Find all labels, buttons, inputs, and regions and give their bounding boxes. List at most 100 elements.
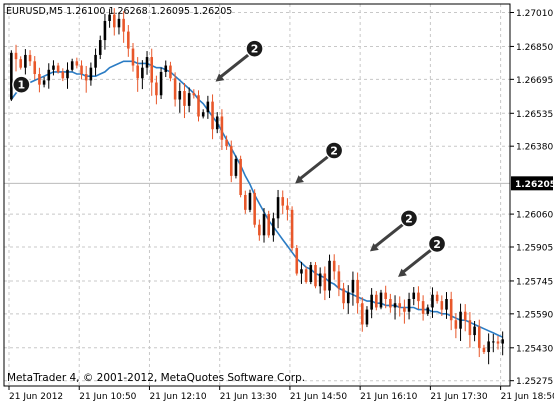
- candle: [103, 13, 107, 50]
- candle-body: [103, 20, 107, 41]
- candle-body: [389, 298, 392, 308]
- candle-body: [173, 78, 177, 100]
- candle: [66, 62, 69, 89]
- candle-body: [248, 192, 252, 210]
- candle-body: [449, 298, 453, 321]
- candle: [365, 306, 369, 328]
- annotation-arrow: [401, 248, 432, 275]
- candle: [197, 90, 200, 122]
- candle: [84, 65, 88, 93]
- y-tick-label: 1.26850: [516, 43, 553, 53]
- candle: [19, 56, 22, 70]
- candle: [187, 87, 191, 113]
- candle-body: [117, 18, 121, 28]
- copyright-text: MetaTrader 4, © 2001-2012, MetaQuotes So…: [7, 372, 305, 384]
- candle: [70, 58, 74, 72]
- candle: [206, 95, 210, 119]
- candle-body: [234, 158, 238, 176]
- candle: [477, 319, 481, 358]
- x-tick-label: 21 Jun 17:30: [430, 392, 487, 402]
- candle: [393, 295, 397, 320]
- current-price-badge: [511, 176, 553, 191]
- candle: [360, 297, 364, 332]
- candle-body: [426, 307, 430, 314]
- candle: [449, 291, 453, 331]
- candle-body: [211, 101, 214, 130]
- candle: [220, 109, 224, 150]
- candle: [332, 254, 336, 280]
- candle-body: [19, 59, 22, 68]
- candle-body: [131, 48, 135, 66]
- candle-body: [253, 192, 256, 225]
- candle-body: [28, 54, 32, 62]
- symbol-header: EURUSD,M5 1.26100 1.26268 1.26095 1.2620…: [6, 6, 232, 17]
- candle: [75, 57, 79, 69]
- candle: [94, 48, 97, 76]
- y-tick-label: 1.25905: [516, 243, 553, 253]
- candle-body: [75, 61, 79, 66]
- candle: [468, 312, 472, 348]
- y-tick-label: 1.25430: [516, 344, 553, 354]
- candle: [173, 72, 177, 107]
- candle-body: [47, 69, 51, 81]
- candle-body: [244, 195, 247, 210]
- candle: [108, 8, 111, 28]
- candle: [323, 266, 327, 301]
- candle-body: [38, 74, 41, 85]
- candle-body: [482, 347, 486, 353]
- candle: [314, 262, 317, 289]
- candle: [192, 89, 196, 99]
- candle-body: [66, 69, 69, 79]
- candle: [290, 206, 294, 251]
- candle-body: [94, 54, 97, 68]
- candle: [304, 266, 308, 284]
- axis-layer: 1.27010 1.26850 1.26695 1.26535 1.26380 1.260…: [3, 3, 554, 402]
- candle-body: [80, 65, 83, 75]
- candle-body: [468, 320, 472, 336]
- candle-body: [304, 269, 308, 283]
- candle: [248, 189, 252, 213]
- candle-body: [346, 292, 350, 304]
- x-tick-label: 21 Jun 2012: [9, 392, 63, 402]
- candle: [272, 212, 275, 242]
- candle-body: [328, 260, 331, 291]
- candle-body: [445, 298, 448, 310]
- candle-body: [393, 303, 397, 308]
- chart-frame: [3, 3, 511, 387]
- candle: [482, 344, 486, 355]
- candle: [112, 8, 116, 36]
- candle: [435, 291, 439, 304]
- candle: [407, 292, 411, 320]
- candle-body: [384, 292, 387, 299]
- candle-body: [201, 112, 205, 117]
- candle: [117, 12, 121, 35]
- candle: [286, 198, 289, 221]
- candle: [384, 285, 387, 309]
- candle-body: [141, 67, 144, 79]
- candle: [14, 44, 18, 72]
- candle: [33, 56, 37, 80]
- candle: [253, 189, 256, 228]
- candle: [244, 190, 247, 214]
- candle-body: [365, 309, 369, 325]
- candle: [28, 50, 32, 66]
- candle-body: [435, 294, 439, 302]
- candle: [351, 271, 355, 306]
- candle-body: [187, 93, 191, 106]
- candle: [370, 288, 373, 319]
- candle-body: [150, 57, 154, 83]
- candle: [211, 94, 214, 140]
- y-tick-label: 1.26695: [516, 76, 553, 86]
- candle: [412, 287, 416, 306]
- candle: [89, 62, 93, 86]
- candle: [183, 82, 186, 119]
- candle: [501, 331, 504, 356]
- candle: [56, 62, 60, 74]
- candle-body: [314, 265, 317, 287]
- candle-body: [122, 18, 125, 32]
- candle: [234, 155, 238, 179]
- candle-body: [112, 14, 116, 28]
- candle: [356, 272, 359, 314]
- candle: [417, 286, 420, 310]
